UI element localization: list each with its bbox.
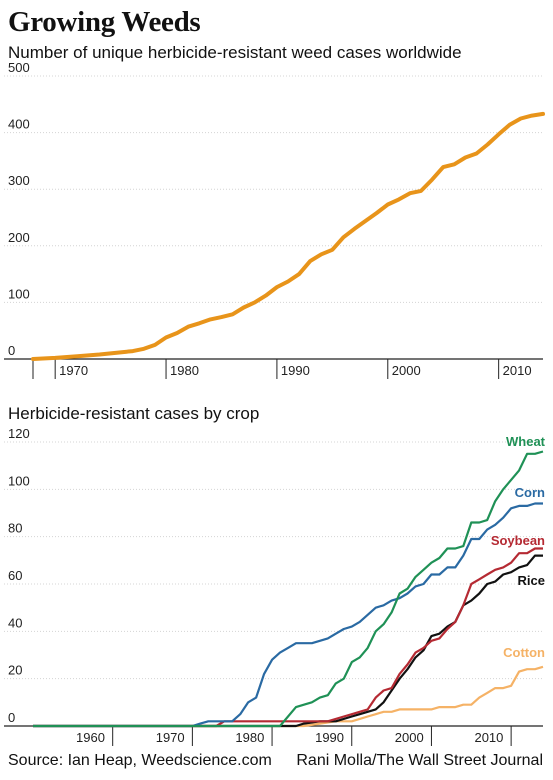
series-label-soybean: Soybean	[491, 533, 545, 548]
x-tick-label: 2010	[503, 363, 532, 378]
page-title: Growing Weeds	[8, 6, 201, 38]
x-tick-label: 1990	[315, 730, 344, 745]
y-tick-label: 60	[8, 568, 22, 583]
source-note: Source: Ian Heap, Weedscience.com	[8, 752, 272, 769]
series-line-cotton	[33, 665, 544, 728]
y-tick-label: 200	[8, 230, 30, 245]
series-label-rice: Rice	[518, 573, 545, 588]
x-tick-label: 1960	[76, 730, 105, 745]
y-tick-label: 100	[8, 473, 30, 488]
y-tick-label: 20	[8, 663, 22, 678]
chart1-title: Number of unique herbicide-resistant wee…	[8, 43, 462, 62]
y-tick-label: 400	[8, 117, 30, 132]
series-label-corn: Corn	[515, 485, 545, 500]
x-tick-label: 1980	[235, 730, 264, 745]
x-tick-label: 1990	[281, 363, 310, 378]
series-line-wheat	[33, 450, 544, 728]
y-tick-label: 80	[8, 521, 22, 536]
y-tick-label: 500	[8, 60, 30, 75]
series-line-worldwide	[31, 111, 545, 361]
x-tick-label: 1970	[59, 363, 88, 378]
y-tick-label: 0	[8, 343, 15, 358]
worldwide-cases-chart: 0 100 200 300 400 500 1970 1980 1990 2000 2010	[4, 60, 545, 379]
y-tick-label: 40	[8, 615, 22, 630]
series-line-corn	[33, 502, 543, 728]
series-label-cotton: Cotton	[503, 645, 545, 660]
x-tick-label: 1970	[156, 730, 185, 745]
series-line-rice	[33, 554, 543, 728]
x-tick-label: 2000	[392, 363, 421, 378]
x-tick-label: 2010	[474, 730, 503, 745]
y-tick-label: 300	[8, 173, 30, 188]
series-label-wheat: Wheat	[506, 434, 546, 449]
x-tick-label: 1980	[170, 363, 199, 378]
y-tick-label: 120	[8, 426, 30, 441]
y-tick-label: 0	[8, 710, 15, 725]
credit-note: Rani Molla/The Wall Street Journal	[296, 752, 543, 769]
x-tick-label: 2000	[395, 730, 424, 745]
series-line-soybean	[33, 547, 543, 728]
chart2-title: Herbicide-resistant cases by crop	[8, 404, 260, 423]
y-tick-label: 100	[8, 286, 30, 301]
